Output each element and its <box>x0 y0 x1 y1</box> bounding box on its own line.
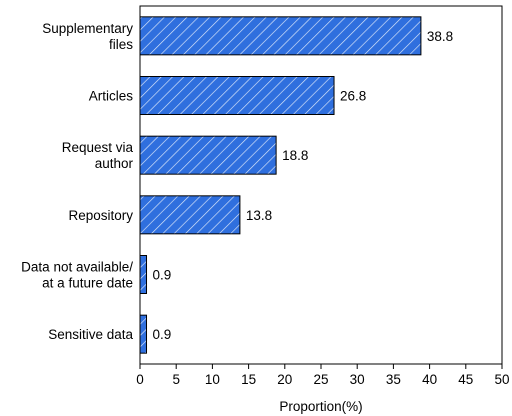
x-tick-label-10: 10 <box>205 372 220 387</box>
x-tick-label-45: 45 <box>458 372 473 387</box>
category-label-3: Request via author <box>62 140 134 171</box>
value-label-6: 0.9 <box>153 327 172 342</box>
value-label-3: 18.8 <box>282 148 308 163</box>
value-label-4: 13.8 <box>246 208 272 223</box>
bar-3 <box>139 135 277 175</box>
x-tick-label-0: 0 <box>136 372 144 387</box>
bar-6 <box>139 314 148 354</box>
x-tick-label-5: 5 <box>172 372 180 387</box>
category-label-4: Repository <box>68 208 133 223</box>
value-label-2: 26.8 <box>340 89 366 104</box>
bar-4 <box>139 195 241 235</box>
x-axis-title: Proportion(%) <box>279 399 362 414</box>
category-label-1: Supplementary files <box>42 21 133 52</box>
category-label-5: Data not available/at a future date <box>21 260 133 291</box>
bar-2 <box>139 76 335 115</box>
bar-1 <box>139 16 422 56</box>
bar-5 <box>139 255 148 294</box>
x-tick-label-25: 25 <box>313 372 328 387</box>
plot-frame <box>139 5 503 365</box>
plot-area: Supplementary files 38.8 Articles 26.8 Reques… <box>21 5 510 414</box>
x-tick-label-15: 15 <box>241 372 256 387</box>
category-label-2: Articles <box>89 89 134 104</box>
x-tick-label-20: 20 <box>277 372 292 387</box>
category-label-6: Sensitive data <box>48 327 133 342</box>
x-tick-label-50: 50 <box>494 372 509 387</box>
value-label-5: 0.9 <box>153 268 172 283</box>
x-tick-label-40: 40 <box>422 372 437 387</box>
value-label-1: 38.8 <box>427 29 453 44</box>
x-tick-label-35: 35 <box>386 372 401 387</box>
x-tick-label-30: 30 <box>350 372 365 387</box>
